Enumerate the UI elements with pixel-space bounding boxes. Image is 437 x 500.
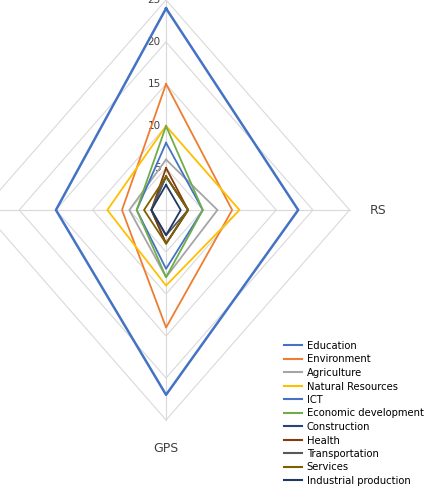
Text: 20: 20 — [148, 37, 161, 47]
Text: 25: 25 — [148, 0, 161, 5]
Legend: Education, Environment, Agriculture, Natural Resources, ICT, Economic developmen: Education, Environment, Agriculture, Nat… — [280, 337, 428, 490]
Text: 5: 5 — [154, 163, 161, 173]
Text: 10: 10 — [148, 121, 161, 131]
Text: RS: RS — [369, 204, 386, 216]
Text: 15: 15 — [148, 79, 161, 89]
Text: GPS: GPS — [153, 442, 179, 456]
